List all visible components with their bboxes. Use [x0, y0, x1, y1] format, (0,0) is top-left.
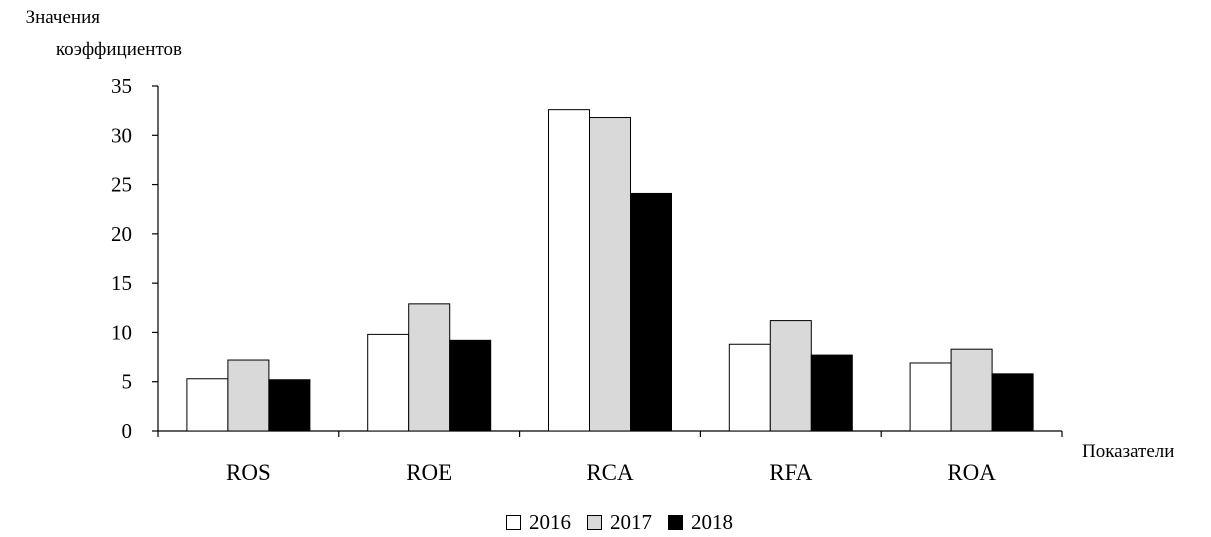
y-tick-label: 5	[122, 370, 133, 394]
legend-swatch-2018	[668, 514, 683, 530]
bar-roa-2018	[991, 373, 1034, 432]
x-tick-label: ROA	[947, 460, 996, 485]
x-tick-label: RFA	[769, 460, 812, 485]
bar-roa-2017	[950, 348, 993, 432]
legend-item-2018: 2018	[668, 510, 733, 534]
bar-roe-2016	[367, 333, 410, 432]
legend-swatch-2017	[587, 514, 602, 530]
bar-rca-2018	[630, 192, 672, 432]
y-tick-label: 25	[111, 173, 132, 197]
bar-ros-2017	[227, 359, 270, 432]
bar-ros-2018	[268, 379, 311, 432]
legend-label-2017: 2017	[610, 510, 652, 534]
y-tick-label: 10	[111, 320, 132, 344]
bar-rfa-2017	[769, 320, 812, 432]
y-tick-label: 20	[111, 222, 132, 246]
x-tick-label: RCA	[586, 460, 634, 485]
bar-rca-2017	[589, 117, 631, 432]
bar-rca-2016	[548, 109, 590, 432]
bar-chart: 0 5 10 15 20 25 30 35 ROS ROE RCA RFA ROA	[111, 74, 1063, 485]
y-tick-label: 35	[111, 74, 132, 98]
y-tick-label: 15	[111, 271, 132, 295]
x-tick-label: ROS	[226, 460, 271, 485]
legend-label-2016: 2016	[529, 510, 571, 534]
y-axis-label-line1: Значения	[25, 7, 100, 28]
bar-rfa-2016	[728, 343, 771, 432]
x-axis-label: Показатели	[1082, 441, 1175, 462]
legend-item-2016: 2016	[506, 510, 571, 534]
y-tick-label: 0	[122, 419, 133, 443]
y-tick-label: 30	[111, 123, 132, 147]
bar-roe-2018	[449, 339, 492, 432]
bar-rfa-2018	[810, 354, 853, 432]
bar-roe-2017	[408, 303, 451, 432]
legend-item-2017: 2017	[587, 510, 652, 534]
bar-roa-2016	[909, 362, 952, 432]
legend: 2016 2017 2018	[0, 510, 1211, 534]
y-axis-label-line2: коэффициентов	[55, 39, 182, 60]
legend-swatch-2016	[506, 514, 521, 530]
legend-label-2018: 2018	[691, 510, 733, 534]
x-tick-label: ROE	[406, 460, 452, 485]
bar-ros-2016	[186, 378, 229, 432]
